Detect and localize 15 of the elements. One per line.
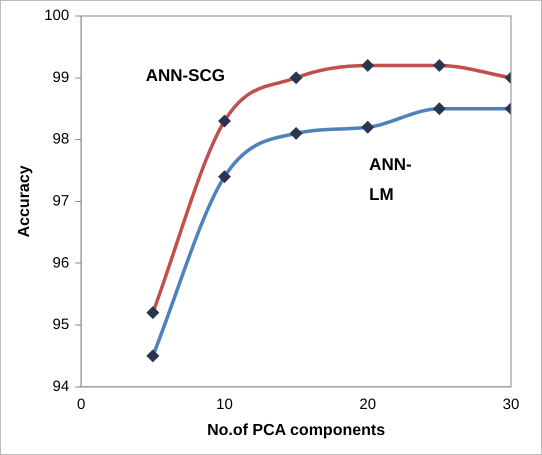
series-label: ANN-SCG bbox=[146, 66, 226, 86]
x-tick-label: 20 bbox=[359, 396, 376, 413]
y-axis-title: Accuracy bbox=[16, 165, 34, 238]
x-axis-title: No.of PCA components bbox=[207, 422, 386, 439]
y-tick-label: 100 bbox=[44, 7, 70, 24]
series-label: ANN-LM bbox=[369, 155, 412, 204]
y-tick-label: 94 bbox=[52, 378, 70, 395]
y-tick-label: 97 bbox=[52, 192, 70, 210]
x-tick-label: 10 bbox=[216, 396, 233, 413]
y-tick-label: 95 bbox=[52, 316, 70, 334]
y-tick-label: 98 bbox=[52, 130, 70, 148]
x-tick-label: 30 bbox=[502, 396, 520, 413]
x-tick-label: 0 bbox=[77, 396, 86, 413]
y-tick-label: 96 bbox=[52, 254, 70, 272]
y-tick-label: 99 bbox=[52, 68, 70, 86]
